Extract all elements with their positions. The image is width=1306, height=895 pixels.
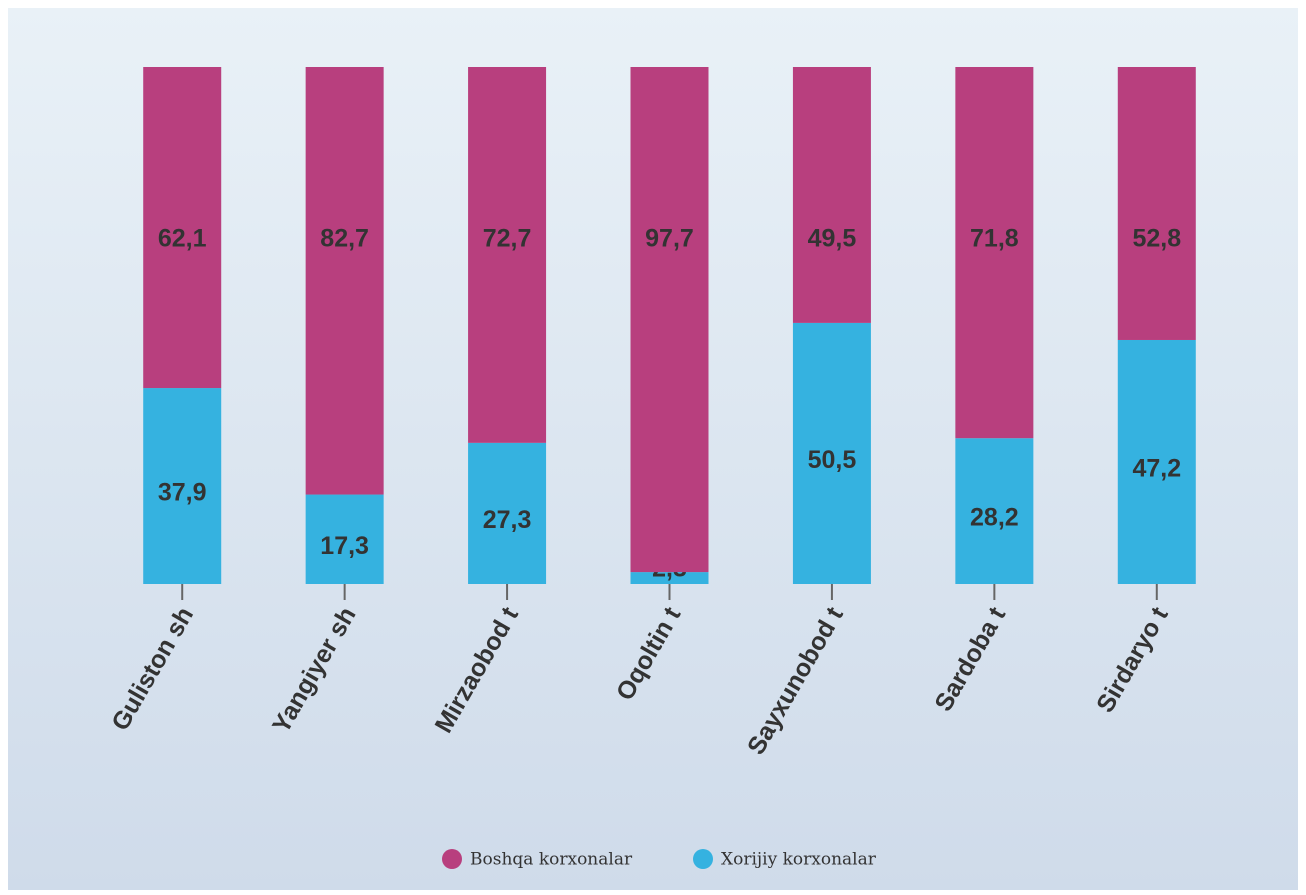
bar-segment xyxy=(792,67,871,323)
data-label: 52,8 xyxy=(1132,225,1181,253)
data-label: 72,7 xyxy=(483,225,532,253)
data-label: 27,3 xyxy=(483,506,532,534)
bar-segment xyxy=(955,438,1034,584)
data-label: 28,2 xyxy=(970,504,1019,532)
bar-segment xyxy=(955,67,1034,439)
bar-segment xyxy=(630,572,709,584)
data-label: 17,3 xyxy=(320,532,369,560)
bar-segment xyxy=(305,67,384,495)
legend-label: Xorijiy korxonalar xyxy=(721,850,877,870)
data-label: 47,2 xyxy=(1132,455,1181,483)
bar-segment xyxy=(1117,67,1196,340)
bar-segment xyxy=(630,67,709,573)
data-label: 82,7 xyxy=(320,225,369,253)
legend-label: Boshqa korxonalar xyxy=(470,850,633,870)
bar-segment xyxy=(792,322,871,584)
data-label: 97,7 xyxy=(645,225,694,253)
data-label: 62,1 xyxy=(158,225,207,253)
data-label: 49,5 xyxy=(808,225,857,253)
bar-segment xyxy=(143,388,222,584)
bar-segment xyxy=(305,494,384,584)
bar-segment xyxy=(143,67,222,389)
bar-segment xyxy=(1117,339,1196,584)
bar-segment xyxy=(468,67,547,443)
data-label: 71,8 xyxy=(970,225,1019,253)
bar-segment xyxy=(468,442,547,584)
legend-marker xyxy=(442,849,462,869)
legend-marker xyxy=(693,849,713,869)
data-label: 37,9 xyxy=(158,479,207,507)
data-label: 50,5 xyxy=(808,446,857,474)
